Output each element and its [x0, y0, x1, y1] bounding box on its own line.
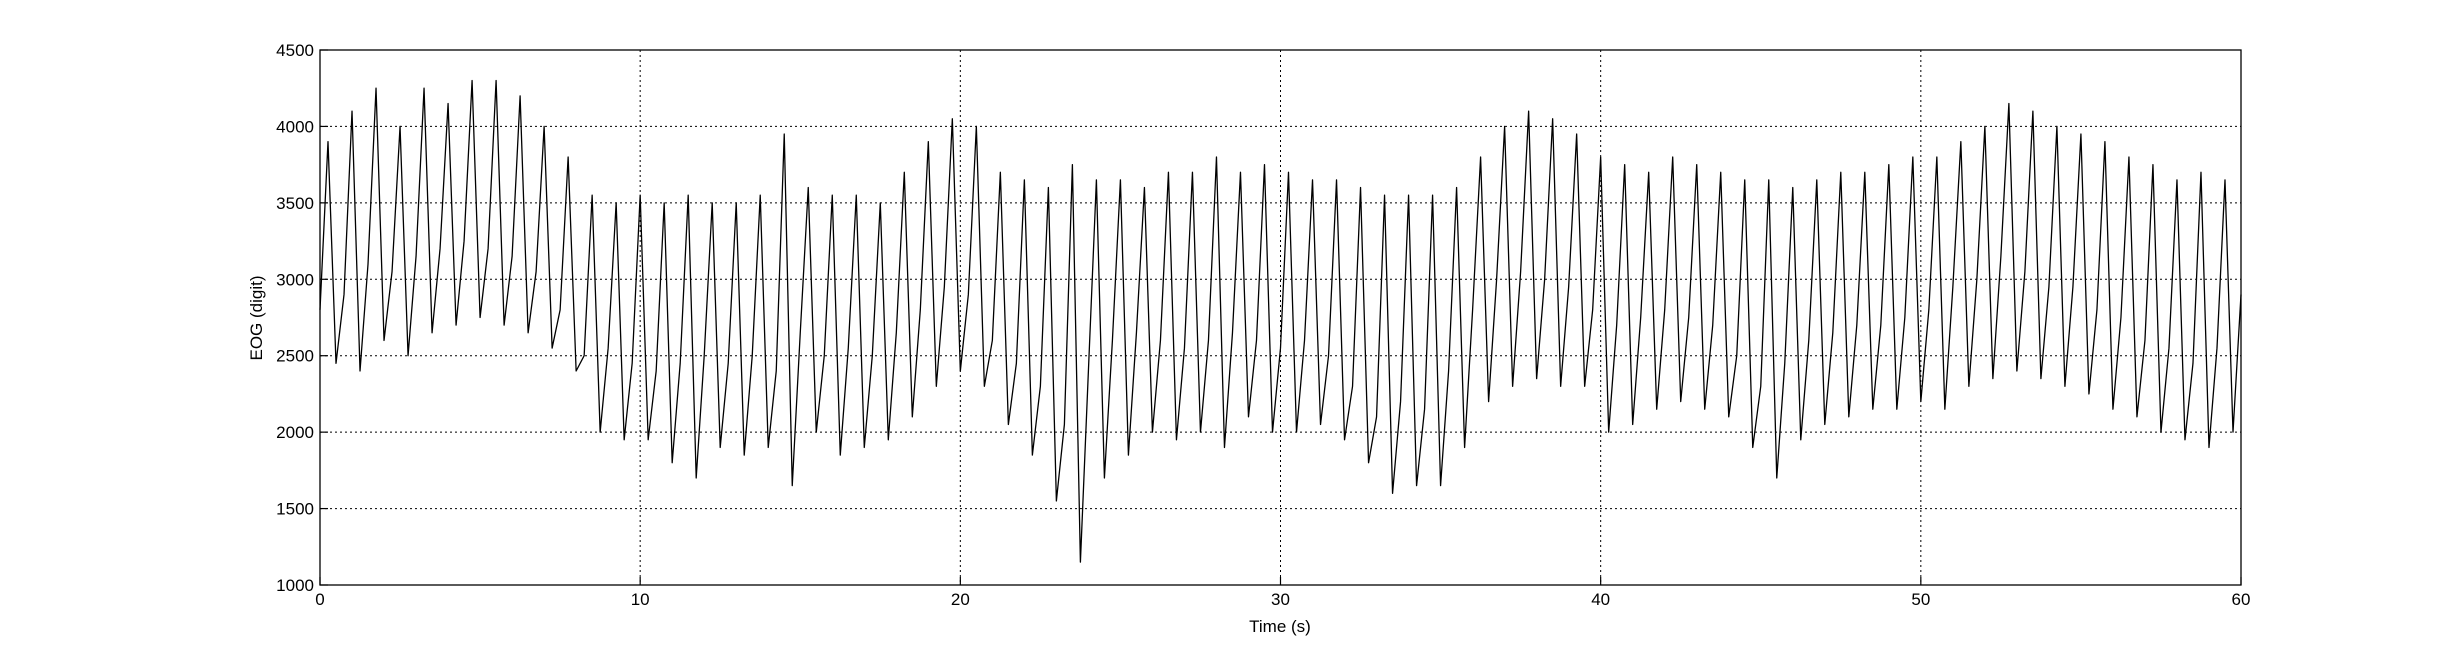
y-tick-label: 2000	[276, 423, 314, 442]
y-tick-label: 4000	[276, 117, 314, 136]
y-tick-label: 1500	[276, 500, 314, 519]
x-tick-label: 0	[315, 590, 324, 609]
y-tick-label: 3000	[276, 270, 314, 289]
x-tick-label: 10	[631, 590, 650, 609]
y-tick-label: 3500	[276, 194, 314, 213]
x-tick-label: 50	[1911, 590, 1930, 609]
plot-frame	[319, 49, 2242, 586]
y-axis-label: EOG (digit)	[247, 275, 266, 360]
x-tick-label: 20	[951, 590, 970, 609]
y-tick-label: 2500	[276, 347, 314, 366]
x-axis-label: Time (s)	[1249, 617, 1311, 636]
y-tick-label: 1000	[276, 576, 314, 595]
y-tick-label: 4500	[276, 41, 314, 60]
x-tick-label: 40	[1591, 590, 1610, 609]
signal-line	[319, 79, 2242, 563]
x-tick-label: 30	[1271, 590, 1290, 609]
x-tick-label: 60	[2232, 590, 2251, 609]
